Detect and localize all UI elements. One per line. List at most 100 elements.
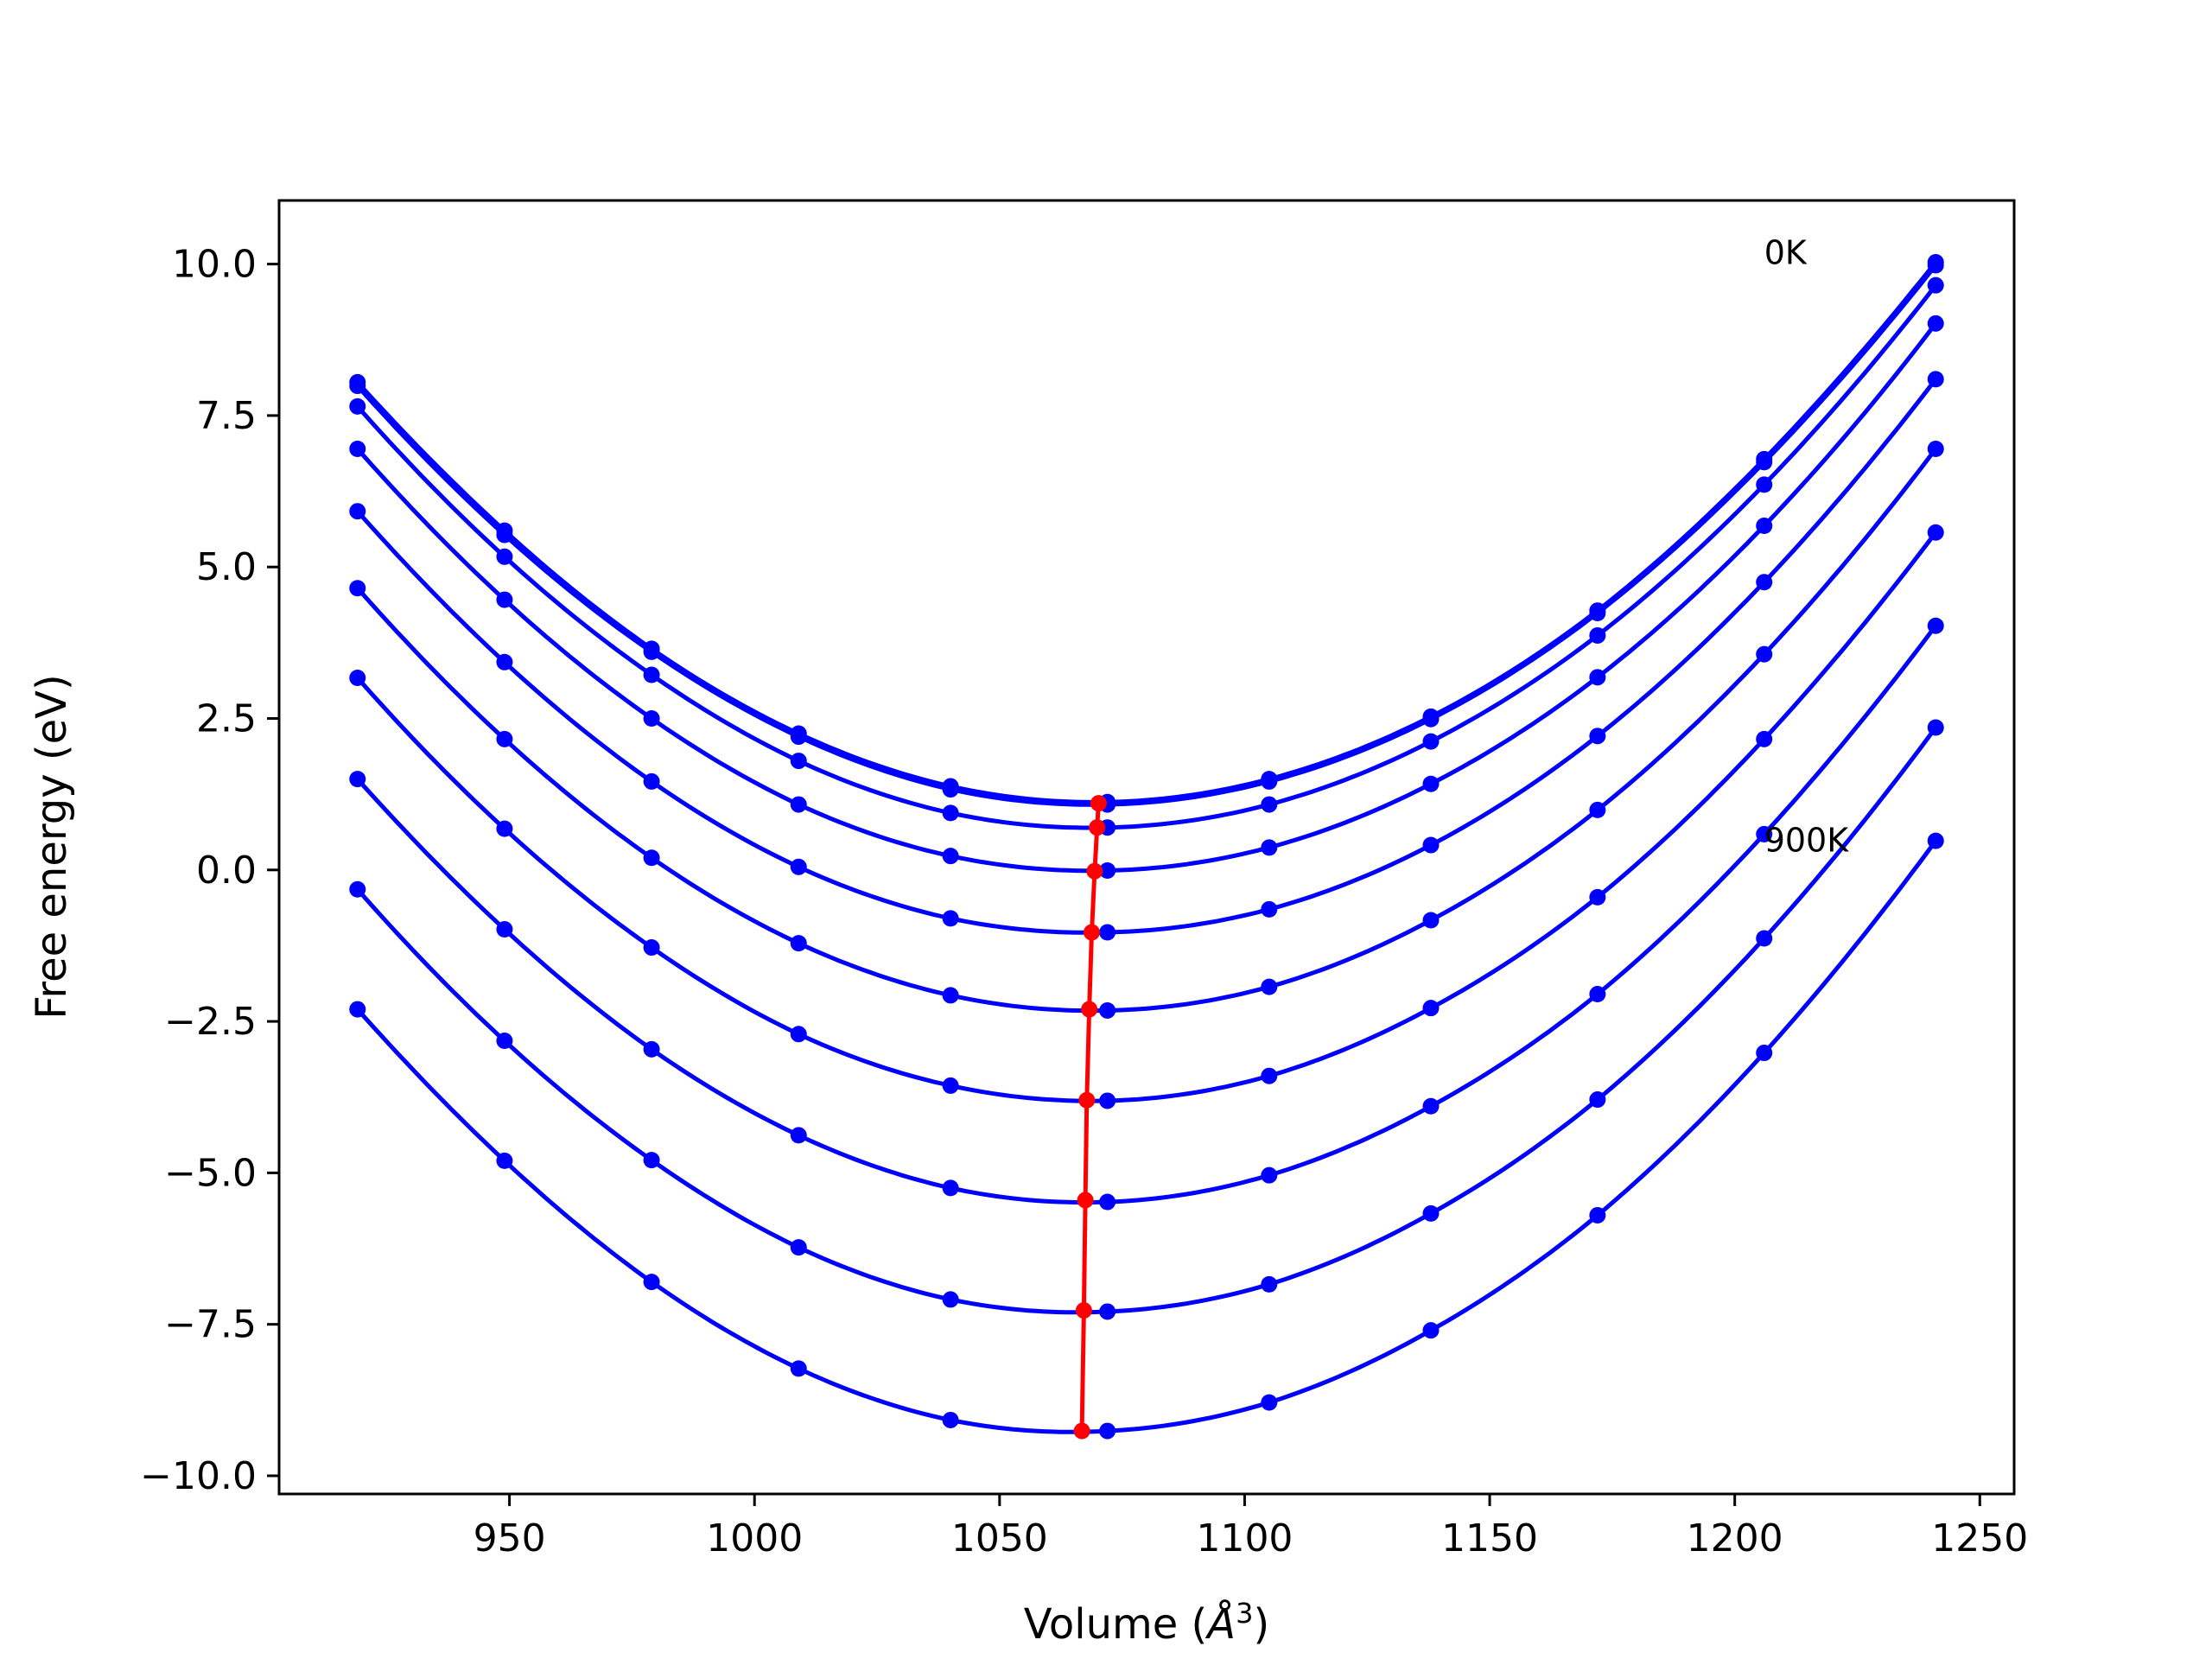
series-line <box>355 321 1938 874</box>
x-axis-label: Volume (Å3) <box>1024 1597 1269 1649</box>
data-point <box>1927 524 1944 541</box>
data-point <box>790 1026 807 1043</box>
y-tick-label: 2.5 <box>196 697 257 741</box>
data-point <box>349 503 366 520</box>
series-1 <box>349 257 1944 813</box>
data-point <box>349 1001 366 1018</box>
data-point <box>496 921 513 938</box>
data-point <box>1756 574 1773 591</box>
series-3 <box>349 315 1944 879</box>
minimum-point <box>1083 924 1100 941</box>
minimum-point <box>1090 795 1107 812</box>
data-point <box>942 804 959 822</box>
data-point <box>1261 839 1278 856</box>
data-point <box>1422 710 1440 728</box>
x-tick-label: 1100 <box>1196 1516 1293 1560</box>
data-point <box>942 781 959 798</box>
data-point <box>1099 1303 1116 1320</box>
data-point <box>1261 1067 1278 1084</box>
series-line <box>355 447 1938 1014</box>
data-point <box>643 643 660 660</box>
data-point <box>1422 1000 1440 1017</box>
y-tick-label: 7.5 <box>196 394 257 438</box>
data-point <box>1589 1206 1606 1224</box>
annotations: 0K 900K <box>1764 234 1850 860</box>
data-point <box>942 1179 959 1197</box>
series-8 <box>349 719 1944 1320</box>
data-point <box>496 653 513 671</box>
y-tick-label: −2.5 <box>164 1000 257 1044</box>
data-point <box>1422 733 1440 750</box>
annotation-label: 0K <box>1764 234 1808 272</box>
data-point <box>349 378 366 395</box>
data-point <box>643 1152 660 1169</box>
data-point <box>790 753 807 770</box>
data-point <box>643 939 660 957</box>
y-tick-label: −7.5 <box>164 1303 257 1347</box>
data-point <box>1422 1205 1440 1222</box>
series-line <box>355 264 1938 807</box>
data-point <box>1927 276 1944 294</box>
minimum-point <box>1077 1192 1094 1209</box>
plot-frame <box>277 199 2016 1496</box>
data-point <box>1099 1001 1116 1019</box>
data-point <box>1261 796 1278 813</box>
data-point <box>1927 315 1944 332</box>
data-point <box>643 849 660 867</box>
data-point <box>1422 1322 1440 1339</box>
data-point <box>496 1033 513 1050</box>
data-point <box>643 772 660 790</box>
series-5 <box>349 440 1944 1019</box>
data-point <box>1756 930 1773 947</box>
data-point <box>942 1411 959 1428</box>
data-point <box>349 880 366 898</box>
minimum-point <box>1081 1001 1098 1018</box>
series-4 <box>349 371 1944 941</box>
data-point <box>1589 728 1606 745</box>
data-point <box>942 848 959 865</box>
series-line <box>355 839 1938 1434</box>
data-point <box>1099 1422 1116 1440</box>
x-tick-label: 1050 <box>951 1516 1048 1560</box>
minimum-point <box>1073 1422 1090 1440</box>
data-point <box>1099 861 1116 879</box>
series-7 <box>349 617 1944 1211</box>
data-point <box>1099 924 1116 941</box>
data-point <box>349 397 366 415</box>
x-tick-label: 1250 <box>1931 1516 2028 1560</box>
data-point <box>1422 1097 1440 1115</box>
series-0 <box>349 254 1944 810</box>
plot-content <box>349 254 1944 1440</box>
y-tick-label: 10.0 <box>172 243 257 287</box>
data-point <box>496 730 513 747</box>
data-point <box>1589 626 1606 644</box>
minimum-point <box>1089 819 1106 836</box>
y-tick-label: 5.0 <box>196 545 257 589</box>
data-point <box>1756 476 1773 493</box>
minimum-point <box>1086 862 1103 880</box>
data-point <box>496 591 513 608</box>
data-point <box>790 1360 807 1377</box>
data-point <box>349 440 366 457</box>
data-point <box>1927 257 1944 274</box>
data-point <box>496 820 513 837</box>
series-2 <box>349 276 1944 836</box>
data-point <box>349 580 366 597</box>
data-point <box>1261 1275 1278 1293</box>
y-tick-label: 0.0 <box>196 849 257 893</box>
data-point <box>1261 1394 1278 1411</box>
data-point <box>1756 645 1773 663</box>
minimum-line-group <box>1073 795 1107 1440</box>
data-point <box>1927 832 1944 849</box>
data-point <box>1589 604 1606 621</box>
data-point <box>942 987 959 1004</box>
data-point <box>496 1152 513 1169</box>
data-point <box>496 526 513 543</box>
data-point <box>1422 836 1440 854</box>
minimum-line <box>1079 803 1101 1432</box>
y-tick-label: −5.0 <box>164 1151 257 1195</box>
minimum-point <box>1078 1091 1096 1109</box>
data-point <box>790 858 807 875</box>
data-point <box>1589 801 1606 818</box>
minimum-point <box>1075 1302 1092 1319</box>
